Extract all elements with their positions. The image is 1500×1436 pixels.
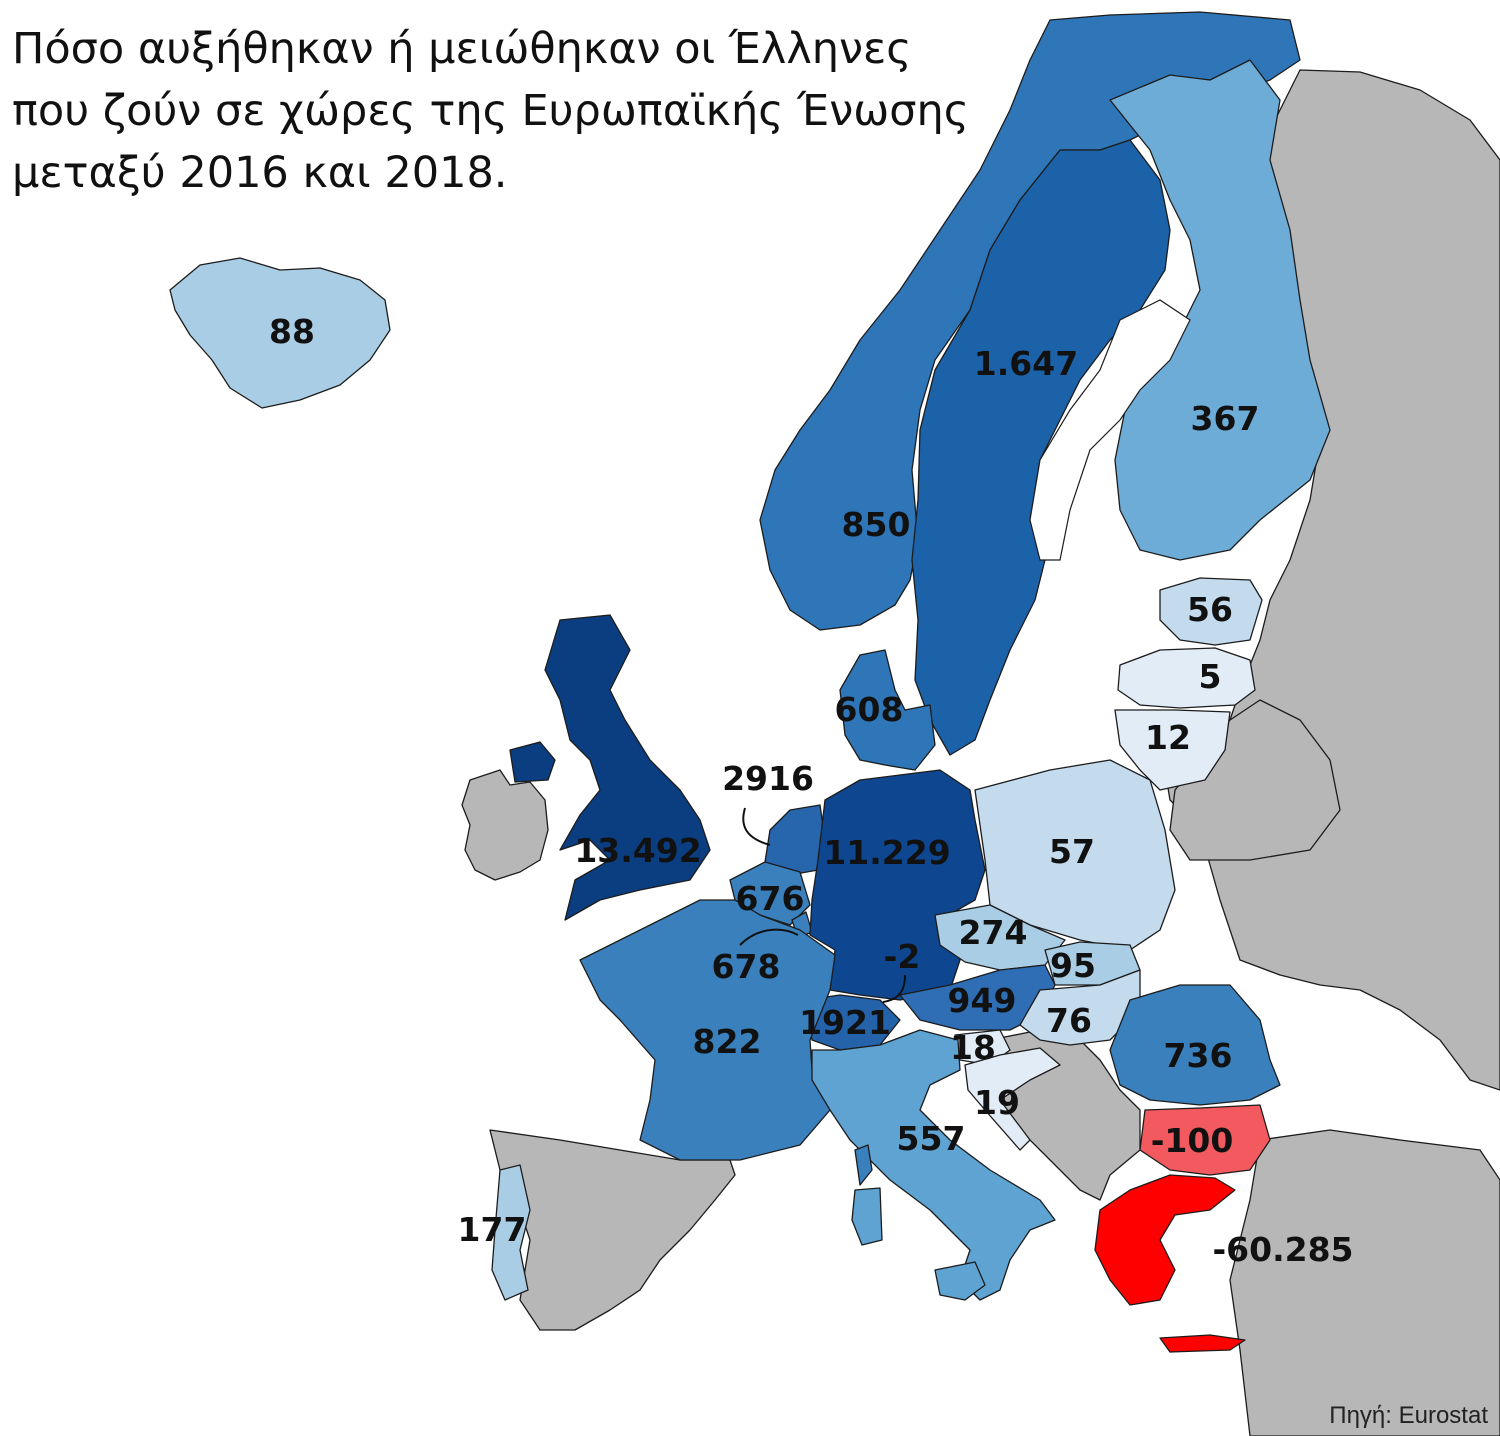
label-hungary: 76 [1046, 1001, 1092, 1040]
label-norway: 850 [842, 505, 911, 544]
estonia-shape [1159, 577, 1263, 646]
title-line-2: που ζούν σε χώρες της Ευρωπαϊκής Ένωσης [12, 86, 970, 136]
label-uk: 13.492 [574, 831, 701, 870]
arrow-netherlands [742, 807, 771, 846]
iceland-shape [169, 257, 391, 409]
ireland [461, 769, 549, 881]
portugal-shape [491, 1164, 531, 1301]
label-sweden: 1.647 [974, 344, 1078, 383]
label-belgium: 676 [736, 879, 805, 918]
non-member-regions [461, 69, 1500, 1436]
map-title: Πόσο αυξήθηκαν ή μειώθηκαν οι Έλληνες πο… [12, 18, 992, 204]
label-czechia: 274 [959, 913, 1028, 952]
arrow-liechtenstein [882, 974, 906, 1003]
latvia-shape [1117, 647, 1256, 709]
romania-shape [1109, 984, 1281, 1106]
label-iceland: 88 [269, 312, 315, 351]
label-netherlands: 2916 [722, 759, 814, 798]
lithuania-shape [1114, 709, 1231, 791]
bulgaria-shape [1139, 1104, 1271, 1176]
label-france: 822 [693, 1022, 762, 1061]
label-greece: -60.285 [1212, 1230, 1353, 1269]
croatia-shape [964, 1047, 1061, 1151]
title-line-1: Πόσο αυξήθηκαν ή μειώθηκαν οι Έλληνες [12, 24, 912, 74]
greece-shape [1094, 1174, 1236, 1306]
label-slovenia: 18 [950, 1028, 996, 1067]
label-slovakia: 95 [1050, 946, 1096, 985]
label-liechtenstein: -2 [884, 937, 921, 976]
label-poland: 57 [1049, 832, 1095, 871]
label-switzerland: 1921 [799, 1003, 891, 1042]
title-line-3: μεταξύ 2016 και 2018. [12, 148, 508, 198]
label-portugal: 177 [458, 1210, 527, 1249]
label-bulgaria: -100 [1151, 1121, 1234, 1160]
label-lithuania: 12 [1145, 718, 1191, 757]
label-romania: 736 [1164, 1036, 1233, 1075]
hungary-shape [1019, 969, 1141, 1046]
label-estonia: 56 [1187, 590, 1233, 629]
northern-ireland-shape [509, 741, 556, 783]
label-luxembourg: 678 [712, 947, 781, 986]
label-arrows [739, 807, 906, 1003]
italy-shape [811, 1029, 1056, 1301]
switzerland-shape [804, 994, 901, 1051]
label-denmark: 608 [835, 690, 904, 729]
label-italy: 557 [897, 1119, 966, 1158]
source-credit: Πηγή: Eurostat [1329, 1402, 1488, 1429]
label-austria: 949 [948, 981, 1017, 1020]
gulf-of-bothnia [1029, 299, 1191, 561]
sicily-shape [934, 1261, 986, 1301]
member-countries [169, 11, 1331, 1353]
label-latvia: 5 [1199, 657, 1222, 696]
water-features [1029, 299, 1191, 561]
denmark-shape [839, 649, 936, 771]
crete-shape [1159, 1334, 1246, 1353]
sweden-shape [911, 139, 1171, 756]
label-germany: 11.229 [823, 833, 950, 872]
sardinia-shape [851, 1187, 883, 1246]
corsica-shape [854, 1144, 873, 1186]
arrow-luxembourg [739, 928, 799, 946]
label-finland: 367 [1191, 399, 1260, 438]
uk-shape [544, 614, 711, 921]
label-croatia: 19 [974, 1083, 1020, 1122]
value-labels: 88 850 1.647 367 56 5 12 608 13.492 2916… [269, 312, 1353, 1269]
turkey-west [1229, 1129, 1500, 1436]
finland-shape [1109, 59, 1331, 561]
